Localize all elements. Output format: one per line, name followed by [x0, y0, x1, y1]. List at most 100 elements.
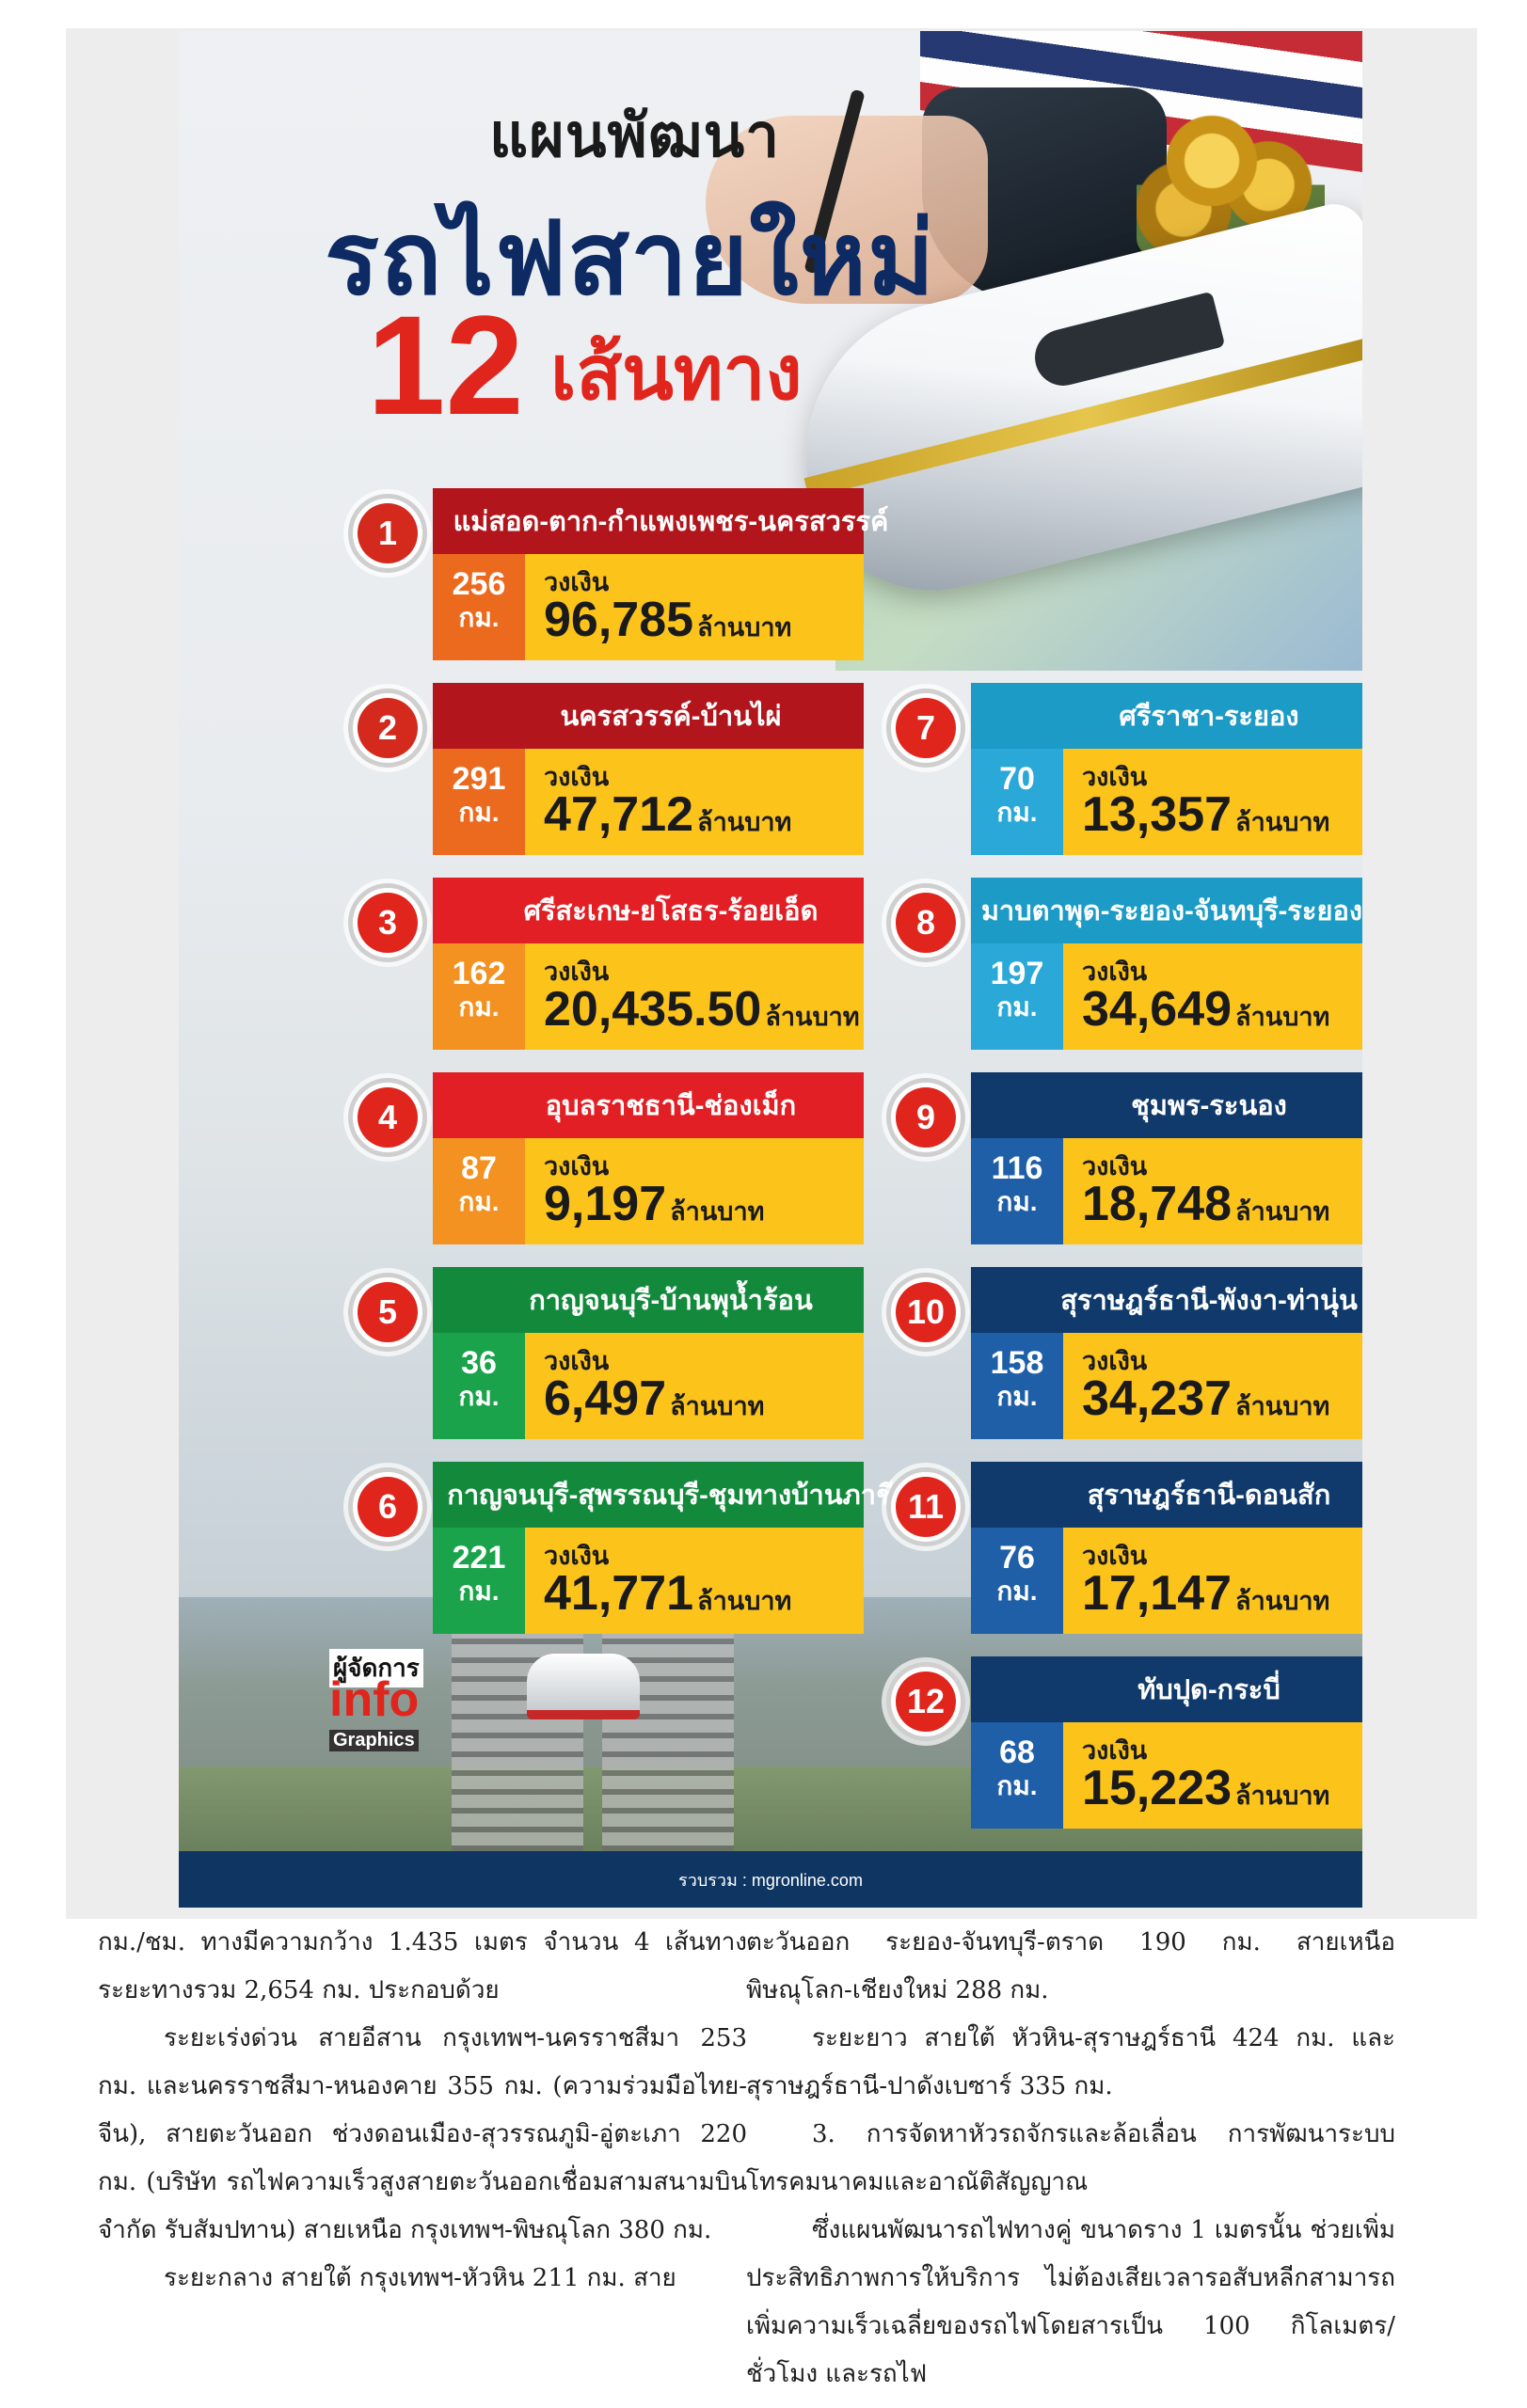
route-name: ทับปุด-กระบี่: [971, 1656, 1362, 1722]
route-budget: วงเงิน 47,712 ล้านบาท: [525, 749, 864, 855]
route-budget: วงเงิน 41,771 ล้านบาท: [525, 1528, 864, 1634]
route-distance: 291 กม.: [433, 749, 525, 855]
budget-amount-wrap: 13,357 ล้านบาท: [1082, 787, 1330, 842]
budget-amount: 34,649: [1082, 982, 1233, 1037]
route-card-2: 2 นครสวรรค์-บ้านไผ่ 291 กม. วงเงิน 47,71…: [348, 683, 864, 855]
route-km-unit: กม.: [996, 1382, 1038, 1412]
route-km-value: 221: [452, 1540, 506, 1576]
route-km-value: 162: [452, 956, 506, 991]
route-card-12: 12 ทับปุด-กระบี่ 68 กม. วงเงิน 15,223 ล้า…: [886, 1656, 1362, 1829]
route-number: 5: [358, 1282, 418, 1342]
budget-label: วงเงิน: [1082, 1542, 1148, 1570]
budget-amount-wrap: 15,223 ล้านบาท: [1082, 1761, 1329, 1815]
train-on-track-illustration: [527, 1654, 640, 1719]
route-km-unit: กม.: [996, 798, 1038, 828]
budget-amount: 9,197: [544, 1177, 667, 1231]
route-km-value: 70: [999, 761, 1035, 797]
route-number-badge: 7: [886, 689, 965, 768]
route-number: 2: [358, 698, 418, 758]
budget-amount-wrap: 41,771 ล้านบาท: [544, 1566, 792, 1621]
route-number: 6: [358, 1477, 418, 1537]
budget-amount-wrap: 34,237 ล้านบาท: [1082, 1371, 1330, 1426]
route-km-unit: กม.: [996, 1576, 1038, 1607]
article-paragraph: ตะวันออก ระยอง-จันทบุรี-ตราด 190 กม. สาย…: [746, 1928, 1395, 2004]
route-number-badge: 8: [886, 883, 965, 962]
route-number: 1: [358, 503, 418, 563]
route-card-7: 7 ศรีราชา-ระยอง 70 กม. วงเงิน 13,357 ล้าน…: [886, 683, 1362, 855]
route-budget: วงเงิน 9,197 ล้านบาท: [525, 1138, 864, 1244]
budget-currency: ล้านบาท: [1235, 1392, 1330, 1420]
route-distance: 70 กม.: [971, 749, 1063, 855]
route-name: สุราษฎร์ธานี-พังงา-ท่านุ่น: [971, 1267, 1362, 1333]
route-name: ชุมพร-ระนอง: [971, 1072, 1362, 1138]
route-km-unit: กม.: [996, 1771, 1038, 1801]
budget-currency: ล้านบาท: [1235, 1587, 1330, 1615]
route-number-badge: 12: [886, 1662, 965, 1741]
article-paragraph: ระยะเร่งด่วน สายอีสาน กรุงเทพฯ-นครราชสีม…: [98, 2024, 747, 2244]
budget-label: วงเงิน: [544, 958, 610, 986]
route-name: อุบลราชธานี-ช่องเม็ก: [433, 1072, 864, 1138]
route-budget: วงเงิน 34,237 ล้านบาท: [1063, 1333, 1362, 1439]
budget-amount: 20,435.50: [544, 982, 762, 1037]
title-line-1: แผนพัฒนา: [489, 102, 781, 169]
route-card-9: 9 ชุมพร-ระนอง 116 กม. วงเงิน 18,748 ล้านบ…: [886, 1072, 1362, 1244]
route-distance: 68 กม.: [971, 1722, 1063, 1829]
route-budget: วงเงิน 17,147 ล้านบาท: [1063, 1528, 1362, 1634]
route-km-unit: กม.: [458, 1576, 500, 1607]
route-number: 12: [896, 1671, 956, 1732]
budget-currency: ล้านบาท: [1235, 1197, 1330, 1226]
article-paragraph: ระยะยาว สายใต้ หัวหิน-สุราษฎร์ธานี 424 ก…: [746, 2024, 1395, 2100]
route-name: สุราษฎร์ธานี-ดอนสัก: [971, 1462, 1362, 1528]
budget-amount-wrap: 9,197 ล้านบาท: [544, 1177, 765, 1231]
budget-currency: ล้านบาท: [1235, 808, 1330, 836]
route-km-value: 76: [999, 1540, 1035, 1576]
budget-label: วงเงิน: [1082, 1736, 1148, 1765]
route-km-value: 158: [990, 1345, 1044, 1381]
budget-amount: 96,785: [544, 593, 694, 647]
title-line-2: รถไฟสายใหม่: [325, 201, 936, 315]
route-card-11: 11 สุราษฎร์ธานี-ดอนสัก 76 กม. วงเงิน 17,…: [886, 1462, 1362, 1634]
route-distance: 36 กม.: [433, 1333, 525, 1439]
route-name: กาญจนบุรี-สุพรรณบุรี-ชุมทางบ้านภาชี: [433, 1462, 895, 1528]
route-card-6: 6 กาญจนบุรี-สุพรรณบุรี-ชุมทางบ้านภาชี 22…: [348, 1462, 895, 1634]
route-name: กาญจนบุรี-บ้านพุน้ำร้อน: [433, 1267, 864, 1333]
budget-label: วงเงิน: [1082, 1347, 1148, 1375]
rail-track: [602, 1597, 734, 1851]
route-budget: วงเงิน 34,649 ล้านบาท: [1063, 943, 1362, 1050]
route-km-value: 197: [990, 956, 1044, 991]
route-number: 9: [896, 1087, 956, 1148]
budget-amount: 47,712: [544, 787, 694, 842]
route-number-badge: 5: [348, 1273, 427, 1352]
route-distance: 162 กม.: [433, 943, 525, 1050]
route-number: 8: [896, 893, 956, 953]
budget-label: วงเงิน: [544, 1542, 610, 1570]
route-budget: วงเงิน 96,785 ล้านบาท: [525, 554, 864, 660]
budget-currency: ล้านบาท: [697, 1587, 792, 1615]
article-paragraph: ซึ่งแผนพัฒนารถไฟทางคู่ ขนาดราง 1 เมตรนั้…: [746, 2216, 1395, 2388]
budget-currency: ล้านบาท: [670, 1197, 765, 1226]
budget-amount-wrap: 6,497 ล้านบาท: [544, 1371, 765, 1426]
route-km-value: 256: [452, 566, 506, 602]
route-number-badge: 2: [348, 689, 427, 768]
logo-line-3: Graphics: [329, 1730, 419, 1751]
info-graphics-logo: ผู้จัดการ info Graphics: [329, 1649, 442, 1752]
budget-currency: ล้านบาท: [697, 808, 792, 836]
route-number-badge: 9: [886, 1078, 965, 1157]
route-km-unit: กม.: [996, 1187, 1038, 1217]
route-number: 4: [358, 1087, 418, 1148]
logo-line-1: ผู้จัดการ: [329, 1649, 423, 1687]
route-distance: 76 กม.: [971, 1528, 1063, 1634]
route-number: 11: [896, 1477, 956, 1537]
budget-label: วงเงิน: [544, 1152, 610, 1180]
article-column-left: กม./ชม. ทางมีความกว้าง 1.435 เมตร จำนวน …: [98, 1919, 747, 2303]
route-distance: 116 กม.: [971, 1138, 1063, 1244]
route-number-badge: 3: [348, 883, 427, 962]
budget-amount: 13,357: [1082, 787, 1233, 842]
route-number-badge: 11: [886, 1467, 965, 1546]
route-card-5: 5 กาญจนบุรี-บ้านพุน้ำร้อน 36 กม. วงเงิน …: [348, 1267, 864, 1439]
route-number-badge: 6: [348, 1467, 427, 1546]
budget-label: วงเงิน: [544, 568, 610, 596]
route-km-unit: กม.: [996, 992, 1038, 1022]
budget-currency: ล้านบาท: [670, 1392, 765, 1420]
title-number: 12: [367, 286, 524, 444]
